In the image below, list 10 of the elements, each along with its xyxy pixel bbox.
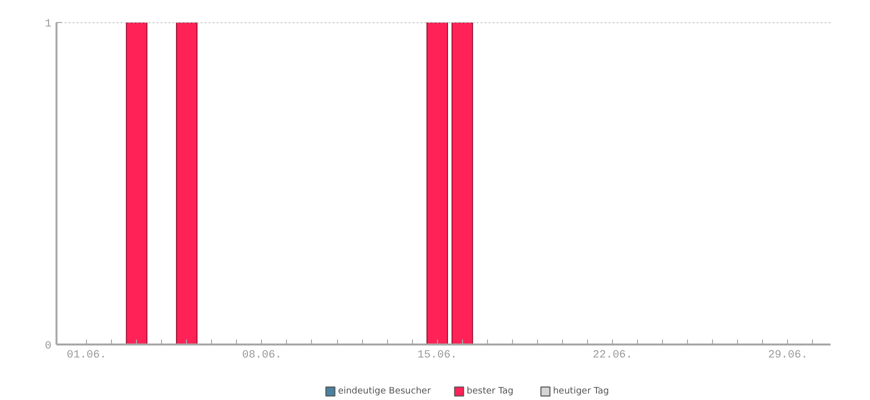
x-tick-label: 22.06. bbox=[592, 350, 632, 362]
legend-label: eindeutige Besucher bbox=[338, 386, 432, 396]
x-tick-label: 01.06. bbox=[66, 350, 106, 362]
y-tick-label: 0 bbox=[44, 340, 52, 352]
x-tick-label: 29.06. bbox=[768, 350, 808, 362]
y-tick-label: 1 bbox=[44, 18, 52, 30]
x-tick-label: 08.06. bbox=[242, 350, 282, 362]
x-tick-label: 15.06. bbox=[417, 350, 458, 362]
legend-label: heutiger Tag bbox=[552, 386, 610, 396]
legend-label: bester Tag bbox=[466, 386, 514, 396]
